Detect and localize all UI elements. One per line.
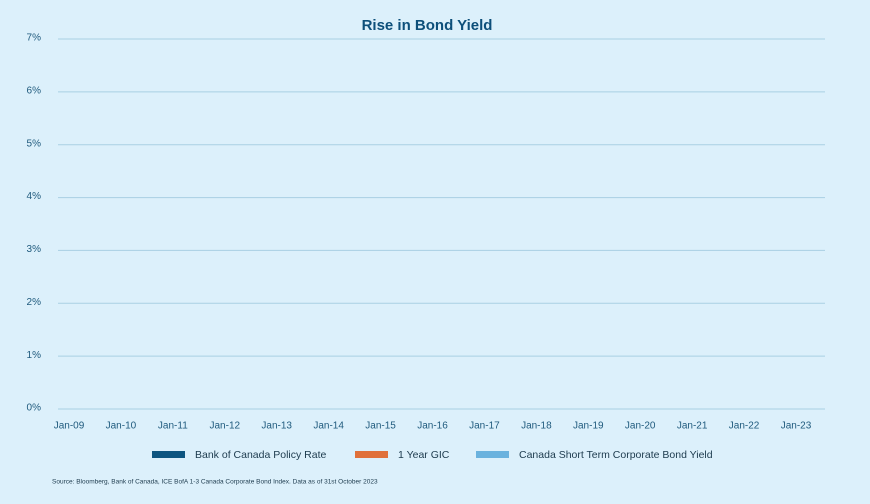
x-tick-label: Jan-18: [521, 421, 552, 432]
x-tick-label: Jan-11: [158, 421, 188, 432]
chart-title: Rise in Bond Yield: [362, 17, 493, 34]
y-tick-label: 6%: [27, 85, 42, 96]
x-tick-label: Jan-23: [781, 421, 812, 432]
y-tick-label: 1%: [27, 350, 42, 361]
legend-swatch: [355, 451, 388, 458]
x-tick-label: Jan-16: [417, 421, 448, 432]
legend-label: Canada Short Term Corporate Bond Yield: [519, 449, 713, 461]
x-tick-label: Jan-21: [677, 421, 708, 432]
y-tick-label: 4%: [27, 191, 42, 202]
x-tick-label: Jan-17: [469, 421, 500, 432]
legend-label: 1 Year GIC: [398, 449, 450, 461]
y-tick-label: 0%: [27, 403, 42, 414]
legend-swatch: [476, 451, 509, 458]
y-tick-label: 7%: [27, 33, 42, 44]
source-note: Source: Bloomberg, Bank of Canada, ICE B…: [52, 479, 378, 486]
x-tick-label: Jan-10: [106, 421, 137, 432]
x-tick-label: Jan-22: [729, 421, 760, 432]
x-tick-label: Jan-09: [54, 421, 85, 432]
x-tick-label: Jan-19: [573, 421, 604, 432]
x-tick-label: Jan-15: [365, 421, 396, 432]
y-tick-label: 5%: [27, 138, 42, 149]
y-tick-label: 2%: [27, 297, 42, 308]
x-tick-label: Jan-13: [261, 421, 292, 432]
x-tick-label: Jan-12: [209, 421, 240, 432]
legend-swatch: [152, 451, 185, 458]
legend-label: Bank of Canada Policy Rate: [195, 449, 326, 461]
x-tick-label: Jan-20: [625, 421, 656, 432]
x-tick-label: Jan-14: [313, 421, 344, 432]
y-tick-label: 3%: [27, 244, 42, 255]
